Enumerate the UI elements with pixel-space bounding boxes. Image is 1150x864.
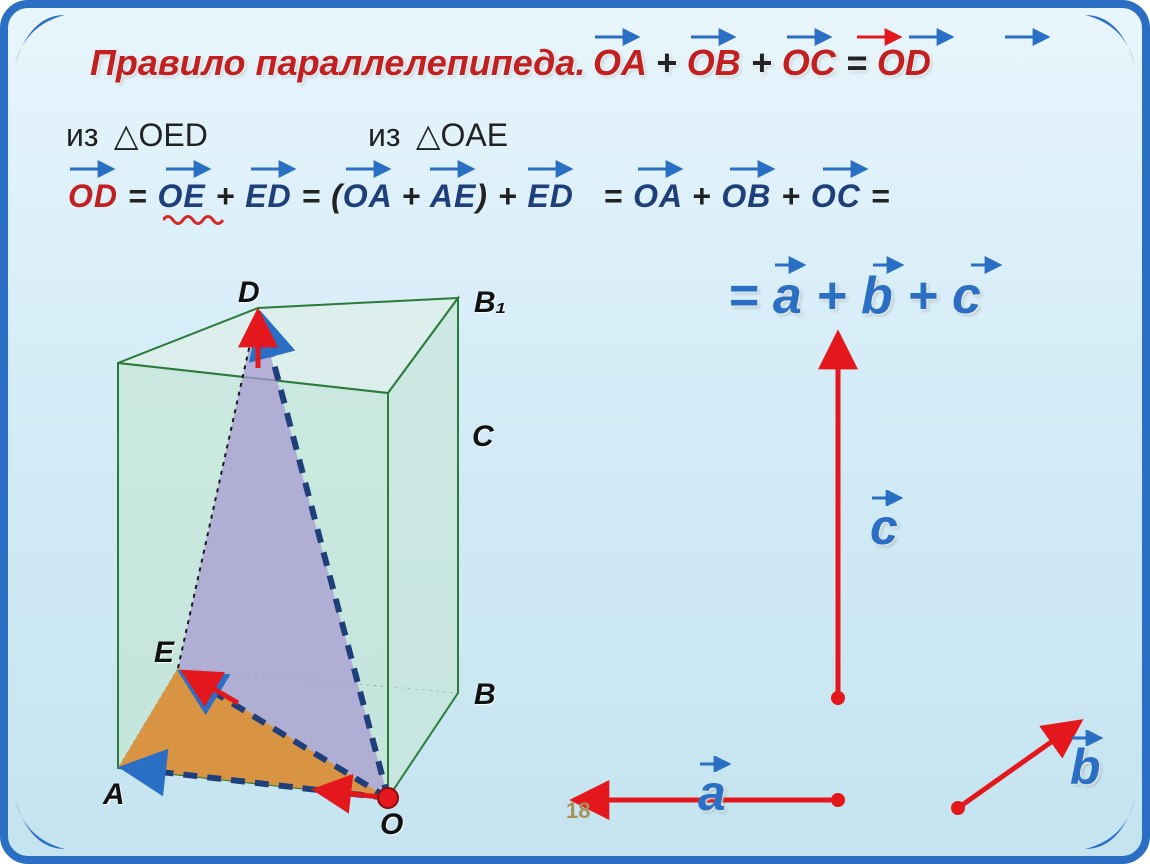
slide-frame: Правило параллелепипеда. OA + OB + OC = … <box>0 0 1150 864</box>
page-number: 18 <box>566 798 590 824</box>
label-B1: B₁ <box>474 286 506 320</box>
vec-c-label: c <box>870 498 898 556</box>
vec-b-arrow-icon <box>1070 730 1104 746</box>
vec-a-label: a <box>698 764 726 822</box>
vec-b-label: b <box>1070 738 1101 796</box>
label-O: O <box>380 808 403 842</box>
label-C: C <box>472 420 494 454</box>
label-A: A <box>103 778 125 812</box>
label-B: B <box>474 678 496 712</box>
label-D: D <box>238 276 260 310</box>
vec-a-arrow-icon <box>698 756 732 772</box>
parallelepiped-diagram <box>8 8 1142 856</box>
label-E: E <box>154 636 174 670</box>
vec-c-arrow-icon <box>870 490 904 506</box>
